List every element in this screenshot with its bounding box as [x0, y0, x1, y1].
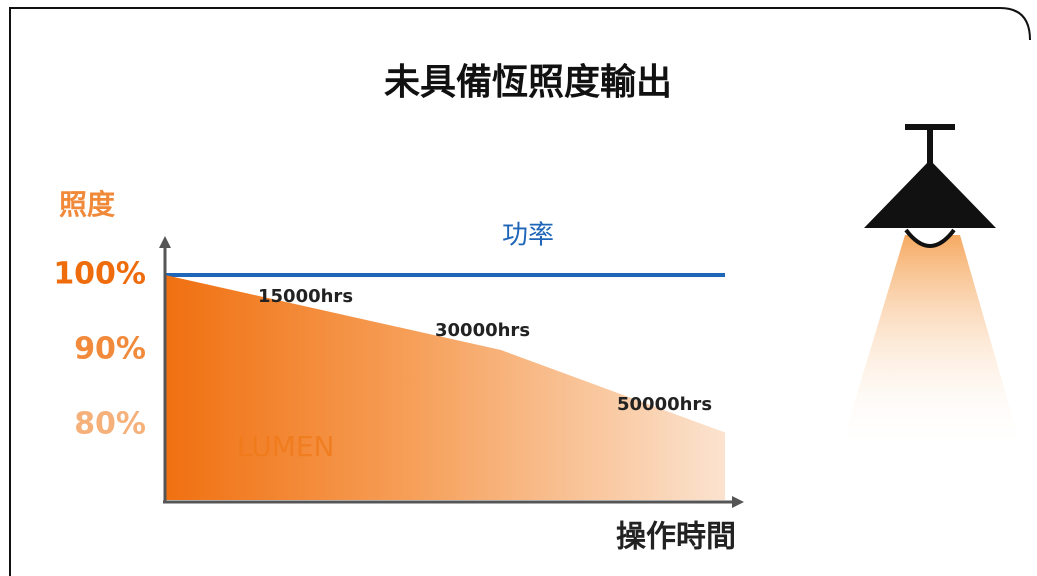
x-axis-label: 操作時間 — [616, 520, 736, 555]
y-tick-label: 90% — [74, 332, 146, 367]
y-axis-label: 照度 — [59, 188, 115, 221]
axes — [159, 236, 744, 508]
light-beam — [840, 235, 1022, 450]
series-label: 功率 — [502, 221, 554, 251]
y-arrow — [159, 236, 171, 248]
chart-title: 未具備恆照度輸出 — [384, 62, 672, 103]
lamp — [840, 124, 1022, 450]
lumen-area — [165, 275, 725, 500]
annotation: 50000hrs — [617, 394, 712, 415]
frame — [9, 7, 1031, 576]
annotation: 15000hrs — [258, 286, 353, 307]
series-label: LUMEN — [237, 430, 335, 463]
y-tick-label: 100% — [53, 257, 146, 292]
plot: 功率 LUMEN 15000hrs 30000hrs 50000hrs — [165, 221, 725, 500]
annotation: 30000hrs — [435, 320, 530, 341]
lamp-shade — [864, 160, 996, 228]
lamp-bulb — [904, 228, 956, 248]
x-arrow — [732, 496, 744, 508]
y-tick-label: 80% — [74, 407, 146, 442]
